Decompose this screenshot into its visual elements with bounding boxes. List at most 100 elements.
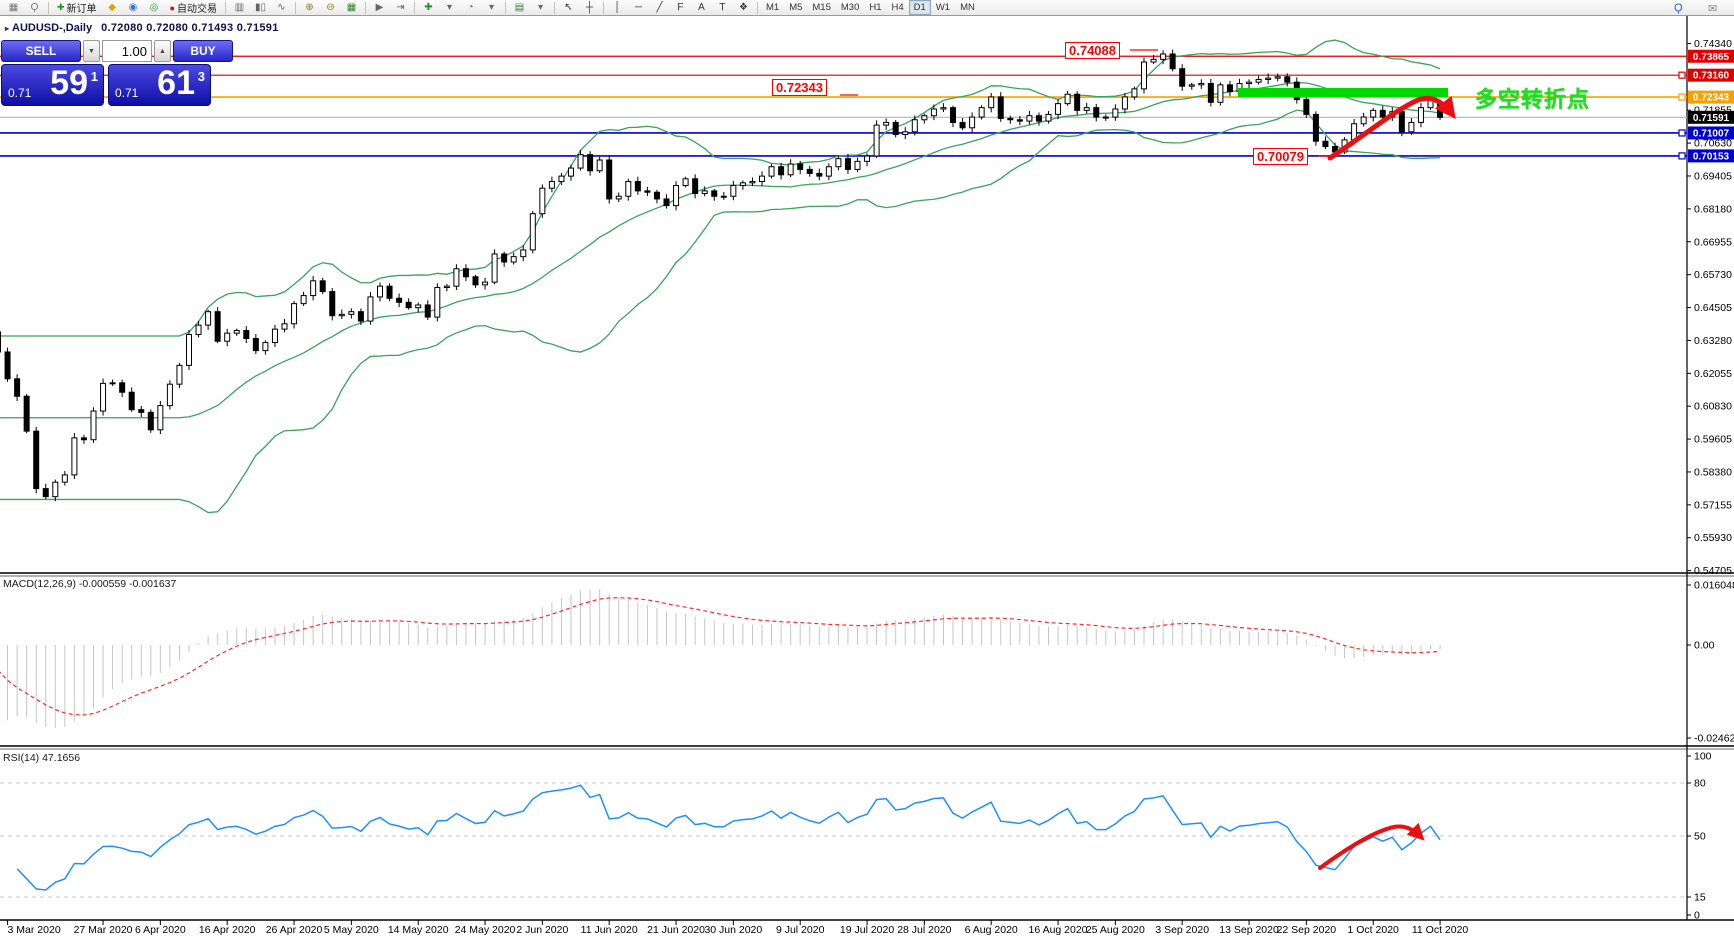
symbol-period-label: AUDUSD-,Daily — [12, 22, 93, 34]
text-label-icon[interactable]: T — [719, 2, 726, 13]
svg-text:50: 50 — [1694, 831, 1706, 843]
candlestick-chart-icon[interactable]: ▮▯ — [254, 2, 266, 13]
styles-icon[interactable]: ◆ — [108, 2, 116, 13]
horizontal-line-icon[interactable]: ─ — [634, 2, 643, 13]
buy-price-display[interactable]: 0.71 61 3 — [108, 64, 211, 106]
svg-text:6 Aug 2020: 6 Aug 2020 — [965, 924, 1018, 936]
buy-price-point: 3 — [197, 69, 205, 84]
cursor-icon[interactable]: ↖ — [564, 2, 573, 13]
toolbar-separator — [553, 1, 555, 14]
chart-window-icon[interactable]: ▦ — [8, 2, 19, 13]
svg-text:0.73160: 0.73160 — [1693, 71, 1730, 82]
svg-text:26 Apr 2020: 26 Apr 2020 — [266, 924, 323, 936]
signal-icon[interactable]: ◎ — [149, 2, 159, 13]
autotrade-button[interactable]: ● 自动交易 — [165, 0, 222, 16]
svg-text:5 May 2020: 5 May 2020 — [324, 924, 379, 936]
indicators-dropdown-icon[interactable]: ▾ — [446, 2, 452, 13]
trendline-icon[interactable]: ╱ — [656, 2, 663, 13]
toolbar-separator — [48, 1, 49, 14]
toolbar-separator — [504, 1, 506, 14]
svg-text:0.62055: 0.62055 — [1694, 368, 1732, 380]
vertical-line-icon[interactable]: │ — [614, 2, 621, 13]
crosshair-icon[interactable]: ┼ — [585, 2, 594, 13]
toolbar-separator — [364, 1, 366, 14]
new-order-button-icon: ✚ — [57, 2, 65, 12]
svg-text:0.71007: 0.71007 — [1693, 128, 1730, 139]
auto-scroll-icon[interactable]: ▶ — [375, 2, 384, 13]
zoom-out-icon[interactable]: ⊖ — [326, 2, 335, 13]
indicators-icon[interactable]: ✚ — [424, 2, 433, 13]
chat-icon[interactable]: ✉ — [1708, 3, 1718, 15]
svg-text:13 Sep 2020: 13 Sep 2020 — [1219, 924, 1279, 936]
templates-icon[interactable]: ▤ — [514, 2, 525, 13]
shapes-icon[interactable]: ❖ — [739, 2, 748, 13]
one-click-trading-panel: SELL ▼ ▲ BUY 0.71 59 1 0.71 61 3 — [1, 40, 237, 106]
timeframe-button-m30[interactable]: M30 — [840, 2, 860, 13]
zoom-in-icon[interactable]: ⊕ — [305, 2, 314, 13]
svg-text:0.59605: 0.59605 — [1694, 434, 1732, 446]
timeframe-button-m1[interactable]: M1 — [765, 2, 780, 13]
sell-price-point: 1 — [90, 69, 98, 84]
volume-input[interactable] — [102, 40, 152, 62]
bar-chart-icon[interactable]: ▥ — [234, 2, 245, 13]
sell-button[interactable]: SELL — [1, 40, 81, 62]
autotrade-button-icon: ● — [169, 2, 175, 13]
periods-dropdown-icon[interactable]: ▾ — [488, 2, 494, 13]
svg-text:24 May 2020: 24 May 2020 — [455, 924, 516, 936]
timeframe-button-h4[interactable]: H4 — [891, 2, 904, 13]
svg-text:0.70630: 0.70630 — [1694, 138, 1732, 150]
svg-text:0.58380: 0.58380 — [1694, 466, 1732, 478]
svg-text:14 May 2020: 14 May 2020 — [388, 924, 449, 936]
svg-text:0.54705: 0.54705 — [1694, 565, 1732, 577]
svg-text:1 Oct 2020: 1 Oct 2020 — [1348, 924, 1400, 936]
timeframe-button-m15[interactable]: M15 — [812, 2, 831, 13]
svg-text:0.71591: 0.71591 — [1693, 113, 1730, 124]
zoom-preview-icon[interactable]: Ϙ — [30, 2, 39, 13]
svg-text:3 Sep 2020: 3 Sep 2020 — [1155, 924, 1209, 936]
turning-point-label[interactable]: 多空转折点 — [1475, 87, 1591, 112]
annotation-low-price[interactable]: 0.70079 — [1253, 148, 1308, 165]
buy-price-prefix: 0.71 — [115, 86, 139, 100]
templates-dropdown-icon[interactable]: ▾ — [537, 2, 543, 13]
timeframe-button-mn[interactable]: MN — [960, 2, 975, 13]
annotation-resistance-price[interactable]: 0.72343 — [772, 79, 827, 96]
profile-icon[interactable]: ◉ — [128, 2, 138, 13]
sell-price-display[interactable]: 0.71 59 1 — [1, 64, 104, 106]
timeframe-button-m5[interactable]: M5 — [789, 2, 803, 13]
volume-increase-button[interactable]: ▲ — [154, 40, 171, 62]
sell-price-prefix: 0.71 — [8, 86, 32, 100]
main-toolbar: ▦ Ϙ ✚ 新订单 ◆ ◉ ◎ ● 自动交易 ▥ ▮▯ ∿ ⊕ ⊖ ▦ ▶ ⇥ ✚ ▾ ◔ ▾ ▤ ▾ ↖ ┼ │ ─ ╱ F A T ❖ M1… — [0, 0, 1734, 16]
svg-text:0.57155: 0.57155 — [1694, 499, 1732, 511]
search-icon[interactable]: Ϙ — [1674, 2, 1683, 14]
chart-shift-icon[interactable]: ⇥ — [396, 2, 405, 13]
svg-text:2 Jun 2020: 2 Jun 2020 — [516, 924, 568, 936]
volume-decrease-button[interactable]: ▼ — [83, 40, 100, 62]
svg-text:0.63280: 0.63280 — [1694, 335, 1732, 347]
svg-text:0.64505: 0.64505 — [1694, 302, 1732, 314]
buy-button[interactable]: BUY — [173, 40, 233, 62]
periods-icon[interactable]: ◔ — [467, 2, 474, 13]
line-chart-icon[interactable]: ∿ — [277, 2, 286, 13]
svg-text:30 Jun 2020: 30 Jun 2020 — [704, 924, 762, 936]
symbol-marker-icon: ▸ — [5, 24, 10, 33]
svg-text:80: 80 — [1694, 778, 1706, 790]
new-order-button[interactable]: ✚ 新订单 — [52, 0, 102, 16]
svg-text:0.00: 0.00 — [1694, 640, 1715, 652]
trade-buttons-row: SELL ▼ ▲ BUY — [1, 40, 237, 62]
svg-text:11 Oct 2020: 11 Oct 2020 — [1412, 924, 1469, 936]
svg-text:9 Jul 2020: 9 Jul 2020 — [776, 924, 825, 936]
timeframe-button-w1[interactable]: W1 — [935, 2, 951, 13]
tile-windows-icon[interactable]: ▦ — [346, 2, 357, 13]
annotation-high-price[interactable]: 0.74088 — [1065, 42, 1120, 59]
timeframe-button-d1[interactable]: D1 — [908, 0, 931, 15]
fibonacci-icon[interactable]: F — [677, 2, 684, 13]
svg-text:21 Jun 2020: 21 Jun 2020 — [647, 924, 705, 936]
text-icon[interactable]: A — [698, 2, 705, 13]
trade-prices-row: 0.71 59 1 0.71 61 3 — [1, 64, 237, 106]
svg-text:0.70153: 0.70153 — [1693, 151, 1730, 162]
rsi-indicator-header: RSI(14) 47.1656 — [3, 752, 81, 764]
sell-price-pips: 59 — [50, 64, 88, 102]
toolbar-separator — [756, 1, 758, 14]
timeframe-button-h1[interactable]: H1 — [869, 2, 882, 13]
